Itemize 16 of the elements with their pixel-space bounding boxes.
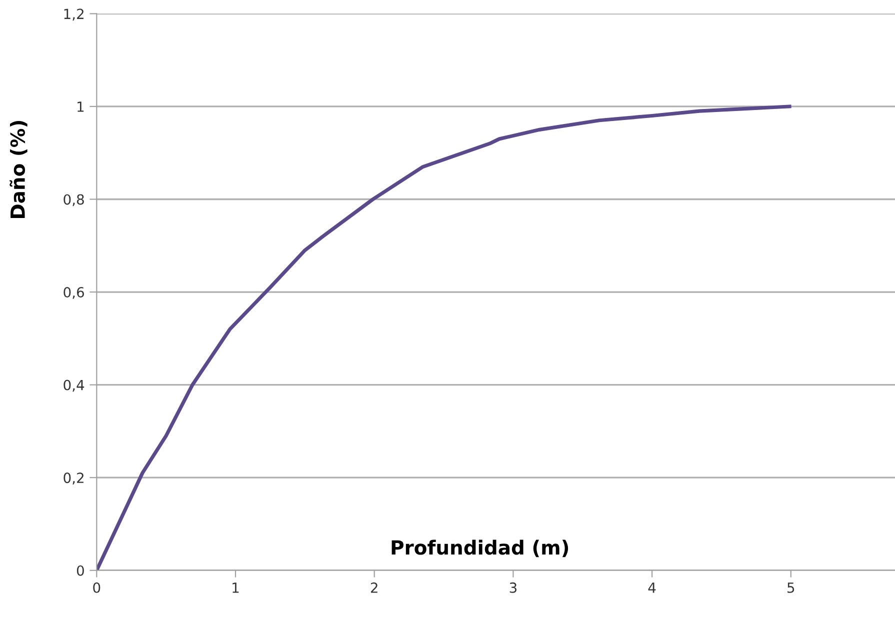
x-tick-label: 2 xyxy=(370,582,378,593)
y-tick-label: 1,2 xyxy=(64,8,84,21)
x-axis-title: Profundidad (m) xyxy=(392,540,568,558)
y-tick-label: 1 xyxy=(78,102,84,112)
y-axis-title: Daño (%) xyxy=(10,120,28,218)
y-tick-label: 0,4 xyxy=(64,380,84,392)
y-tick-label: 0,6 xyxy=(64,287,84,299)
x-tick-label: 3 xyxy=(510,582,516,593)
y-tick-label: 0,8 xyxy=(64,194,84,206)
line-series xyxy=(96,104,792,570)
y-tick-label: 0 xyxy=(76,565,84,576)
x-tick-label: 0 xyxy=(93,582,100,593)
x-tick-label: 5 xyxy=(788,582,794,593)
y-tick-label: 0,2 xyxy=(64,472,84,484)
x-tick-label: 4 xyxy=(648,582,656,593)
x-tick-label: 1 xyxy=(232,582,239,593)
